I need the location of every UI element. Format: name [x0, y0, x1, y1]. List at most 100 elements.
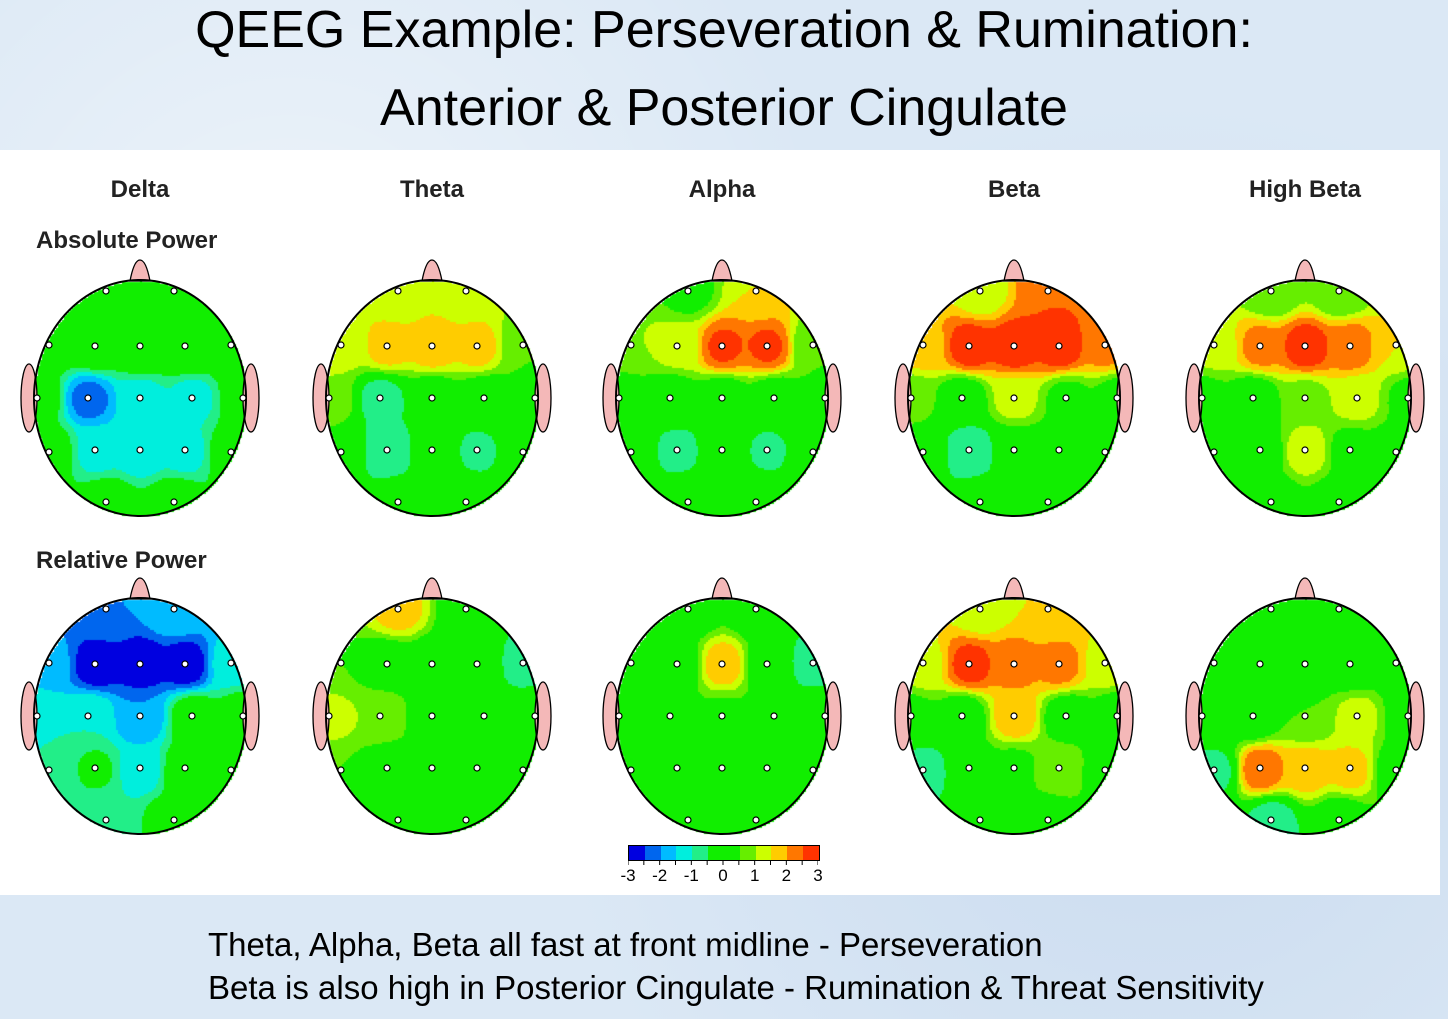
electrode-marker — [480, 712, 488, 720]
colorbar-bin — [692, 846, 709, 860]
electrode-marker — [666, 394, 674, 402]
electrode-marker — [188, 394, 196, 402]
electrode-marker — [428, 764, 436, 772]
electrode-marker — [91, 446, 99, 454]
electrode-marker — [684, 816, 692, 824]
electrode-marker — [337, 766, 345, 774]
electrode-marker — [91, 342, 99, 350]
electrode-marker — [976, 816, 984, 824]
caption-line-2: Beta is also high in Posterior Cingulate… — [208, 969, 1264, 1006]
electrode-marker — [473, 446, 481, 454]
electrode-marker — [1404, 712, 1412, 720]
electrode-marker — [976, 498, 984, 506]
column-header-alpha: Alpha — [688, 176, 756, 203]
electrode-marker — [718, 446, 726, 454]
topomap-relative-high-beta — [1175, 576, 1435, 856]
electrode-marker — [627, 448, 635, 456]
electrode-marker — [325, 712, 333, 720]
electrode-marker — [325, 394, 333, 402]
electrode-marker — [684, 287, 692, 295]
electrode-marker — [1044, 605, 1052, 613]
topomap-absolute-delta — [10, 258, 270, 538]
electrode-marker — [239, 394, 247, 402]
electrode-marker — [1062, 712, 1070, 720]
colorbar-bin — [739, 846, 756, 860]
slide-title-line-1: QEEG Example: Perseveration & Rumination… — [195, 1, 1253, 59]
electrode-marker — [763, 446, 771, 454]
electrode-marker — [394, 287, 402, 295]
electrode-marker — [821, 394, 829, 402]
electrode-marker — [227, 766, 235, 774]
electrode-marker — [1301, 446, 1309, 454]
electrode-marker — [965, 764, 973, 772]
electrode-marker — [1010, 712, 1018, 720]
colorbar-label: -2 — [652, 866, 668, 885]
electrode-marker — [821, 712, 829, 720]
nose-icon — [421, 577, 443, 600]
electrode-marker — [1346, 764, 1354, 772]
electrode-marker — [519, 659, 527, 667]
electrode-marker — [181, 660, 189, 668]
colorbar-label: 0 — [718, 866, 728, 885]
colorbar-bin — [771, 846, 788, 860]
electrode-marker — [428, 660, 436, 668]
electrode-marker — [473, 660, 481, 668]
electrode-marker — [1210, 448, 1218, 456]
caption-line-1: Theta, Alpha, Beta all fast at front mid… — [208, 926, 1043, 963]
electrode-marker — [394, 816, 402, 824]
electrode-marker — [752, 498, 760, 506]
electrode-marker — [136, 712, 144, 720]
electrode-marker — [1256, 446, 1264, 454]
electrode-marker — [462, 605, 470, 613]
electrode-marker — [919, 659, 927, 667]
electrode-marker — [45, 659, 53, 667]
electrode-marker — [227, 448, 235, 456]
slide-title-line-2: Anterior & Posterior Cingulate — [380, 79, 1068, 137]
electrode-marker — [1044, 816, 1052, 824]
nose-icon — [1003, 259, 1025, 282]
electrode-marker — [627, 341, 635, 349]
electrode-marker — [383, 764, 391, 772]
electrode-marker — [958, 394, 966, 402]
topomap-absolute-theta — [302, 258, 562, 538]
electrode-marker — [1335, 498, 1343, 506]
colorbar-ticks — [628, 860, 818, 865]
electrode-marker — [1101, 448, 1109, 456]
electrode-marker — [383, 446, 391, 454]
electrode-marker — [383, 660, 391, 668]
electrode-marker — [394, 605, 402, 613]
electrode-marker — [337, 448, 345, 456]
electrode-marker — [1346, 660, 1354, 668]
colorbar-label: 3 — [813, 866, 823, 885]
electrode-marker — [752, 816, 760, 824]
colorbar-bin — [708, 846, 724, 860]
electrode-marker — [91, 764, 99, 772]
electrode-marker — [473, 764, 481, 772]
electrode-marker — [337, 659, 345, 667]
electrode-marker — [136, 394, 144, 402]
electrode-marker — [615, 712, 623, 720]
electrode-marker — [809, 659, 817, 667]
electrode-marker — [428, 342, 436, 350]
electrode-marker — [1392, 766, 1400, 774]
electrode-marker — [84, 712, 92, 720]
electrode-marker — [673, 660, 681, 668]
electrode-marker — [627, 766, 635, 774]
row-label-absolute-power: Absolute Power — [36, 227, 218, 254]
electrode-marker — [531, 712, 539, 720]
electrode-marker — [462, 287, 470, 295]
electrode-marker — [907, 712, 915, 720]
nose-icon — [1294, 259, 1316, 282]
electrode-marker — [1301, 764, 1309, 772]
electrode-marker — [976, 287, 984, 295]
electrode-marker — [1010, 446, 1018, 454]
electrode-marker — [1301, 660, 1309, 668]
electrode-marker — [1055, 446, 1063, 454]
topomap-relative-alpha — [592, 576, 852, 856]
electrode-marker — [718, 764, 726, 772]
column-header-theta: Theta — [399, 176, 464, 203]
electrode-marker — [718, 342, 726, 350]
electrode-marker — [531, 394, 539, 402]
electrode-marker — [1267, 816, 1275, 824]
electrode-marker — [1256, 764, 1264, 772]
